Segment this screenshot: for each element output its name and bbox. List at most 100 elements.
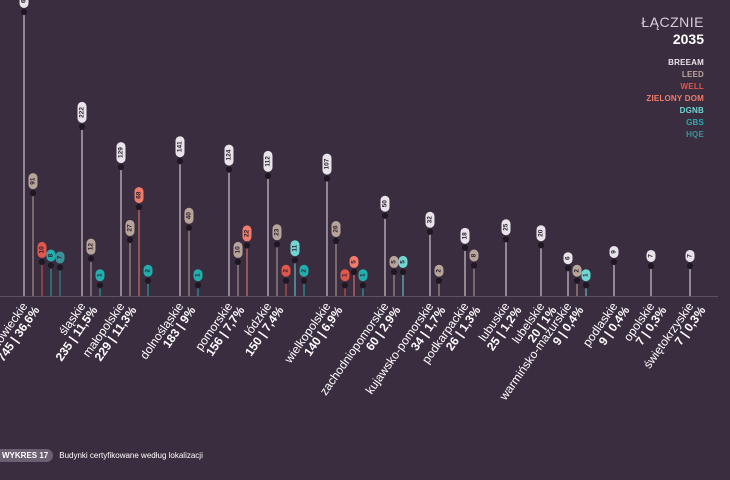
value-label: 40 — [186, 212, 193, 220]
value-pill — [290, 240, 300, 257]
figure-caption: WYKRES 17 Budynki certyfikowane według l… — [0, 449, 203, 462]
lollipop-dot — [323, 175, 331, 182]
value-label: 2 — [436, 269, 443, 273]
value-pill — [349, 255, 359, 268]
lollipop-dot — [573, 277, 581, 284]
value-pill — [272, 224, 282, 241]
chart-legend: ŁĄCZNIE 2035 BREEAM LEED WELL ZIELONY DOM DG… — [641, 14, 704, 141]
value-pill — [331, 221, 341, 238]
lollipop-dot — [56, 264, 64, 271]
figure-caption-text: Budynki certyfikowane według lokalizacji — [59, 451, 203, 460]
value-pill — [646, 249, 656, 262]
value-pill — [86, 238, 96, 255]
value-label: 5 — [351, 260, 358, 264]
lollipop-dot — [461, 244, 469, 251]
lollipop-dot — [185, 224, 193, 231]
value-pill — [389, 255, 399, 268]
lollipop-dot — [282, 277, 290, 284]
lollipop-dot — [29, 190, 37, 197]
value-pill — [193, 269, 203, 282]
value-pill — [125, 219, 135, 236]
value-label: 6 — [565, 256, 572, 260]
value-pill — [116, 142, 126, 164]
value-pill — [299, 264, 309, 277]
value-label: 626 — [21, 0, 28, 3]
value-label: 2 — [574, 269, 581, 273]
value-label: 1 — [195, 273, 202, 277]
value-label: 27 — [127, 224, 134, 232]
value-label: 68 — [136, 191, 143, 199]
value-label: 12 — [88, 243, 95, 251]
value-label: 107 — [324, 158, 331, 169]
value-label: 7 — [687, 254, 694, 258]
lollipop-dot — [381, 212, 389, 219]
value-pill — [685, 249, 695, 262]
value-pill — [77, 101, 87, 123]
value-label: 25 — [503, 223, 510, 231]
value-pill — [263, 150, 273, 172]
lollipop-dot — [341, 282, 349, 289]
value-pill — [233, 241, 243, 258]
legend-item-well: WELL — [680, 82, 704, 91]
value-label: 5 — [400, 260, 407, 264]
value-pill — [358, 269, 368, 282]
value-label: 1 — [360, 273, 367, 277]
value-pill — [143, 264, 153, 277]
value-label: 20 — [538, 229, 545, 237]
lollipop-dot — [243, 242, 251, 249]
legend-item-dgnb: DGNB — [679, 106, 704, 115]
lollipop-dot — [291, 257, 299, 264]
lollipop-dot — [264, 172, 272, 179]
value-label: 2 — [145, 269, 152, 273]
value-label: 2 — [283, 269, 290, 273]
lollipop-dot — [332, 237, 340, 245]
lollipop-dot — [234, 258, 242, 265]
value-pill — [55, 251, 65, 264]
value-pill — [224, 144, 234, 166]
value-pill — [175, 136, 185, 158]
lollipop-dot — [686, 262, 694, 270]
lollipop-dot — [194, 282, 202, 289]
value-label: 10 — [235, 246, 242, 254]
lollipop-dot — [135, 203, 143, 211]
value-label: 50 — [382, 200, 389, 208]
lollipop-dot — [359, 282, 367, 289]
figure-number-badge: WYKRES 17 — [0, 449, 54, 462]
lollipop-dot — [582, 282, 590, 289]
value-label: 112 — [265, 156, 272, 167]
value-label: 8 — [48, 253, 55, 257]
value-pill — [581, 269, 591, 282]
value-pill — [469, 249, 479, 262]
lollipop-dot — [300, 277, 308, 284]
value-label: 23 — [274, 228, 281, 236]
legend-series-list: BREEAM LEED WELL ZIELONY DOM DGNB GBS HQE — [641, 57, 704, 141]
value-label: 1 — [342, 273, 349, 277]
value-label: 2 — [301, 269, 308, 273]
value-pill — [609, 245, 619, 258]
value-label: 9 — [611, 250, 618, 254]
lollipop-dot — [537, 242, 545, 249]
value-pill — [398, 255, 408, 268]
legend-item-breeam: BREEAM — [668, 58, 704, 67]
lollipop-dot — [610, 258, 618, 266]
value-pill — [242, 225, 252, 242]
value-label: 1 — [97, 273, 104, 277]
value-pill — [281, 264, 291, 277]
lollipop-dot — [126, 236, 134, 244]
lollipop-dot — [273, 241, 281, 248]
value-pill — [536, 225, 546, 242]
legend-total-label: ŁĄCZNIE — [641, 14, 704, 30]
lollipop-dot — [390, 268, 398, 275]
lollipop-dot — [176, 158, 184, 165]
value-pill — [322, 153, 332, 175]
value-label: 7 — [648, 254, 655, 258]
lollipop-dot — [20, 8, 28, 16]
value-pill — [184, 207, 194, 224]
lollipop-dot — [435, 277, 443, 284]
value-pill — [28, 173, 38, 190]
